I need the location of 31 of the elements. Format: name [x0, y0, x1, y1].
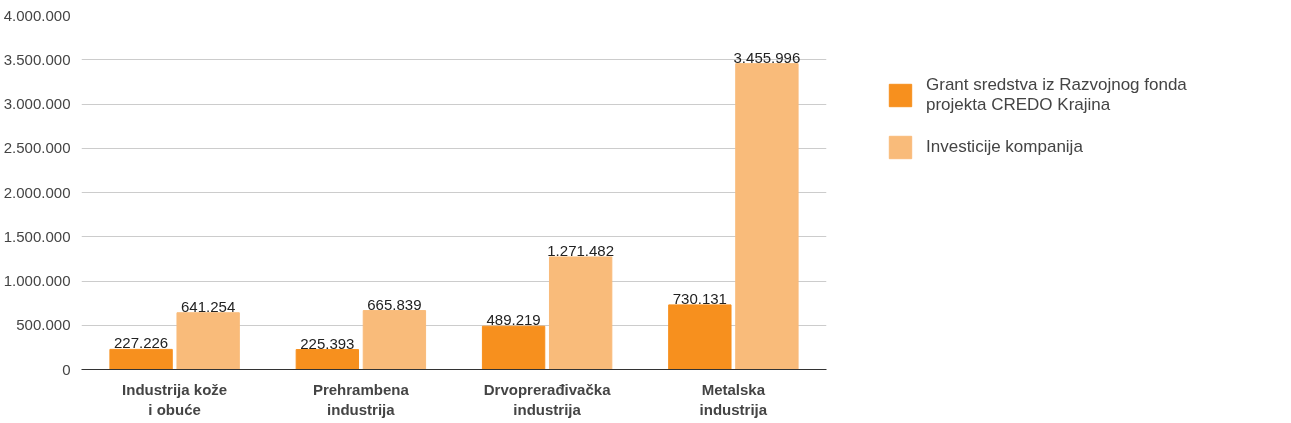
x-tick-label: Metalska industrija — [699, 380, 768, 418]
x-tick-label: Prehrambena industrija — [312, 380, 410, 418]
y-tick-label: 500.000 — [16, 316, 71, 334]
y-tick-label: 1.500.000 — [3, 227, 71, 245]
x-tick-label: Drvoprerađivačka industrija — [483, 380, 612, 418]
y-tick-label: 3.000.000 — [3, 95, 71, 112]
x-tick-label: Industrija kože i obuće — [122, 380, 228, 418]
y-tick-label: 3.500.000 — [3, 50, 71, 68]
bar — [668, 304, 732, 370]
y-tick-label: 1.000.000 — [3, 272, 71, 289]
bar — [362, 310, 427, 370]
data-label: 665.839 — [367, 295, 422, 313]
legend-label: Grant sredstva iz Razvojnog fonda projekta CREDO Krajina — [926, 75, 1187, 115]
y-tick-label: 2.000.000 — [3, 183, 71, 201]
bar — [548, 256, 613, 370]
y-tick-label: 2.500.000 — [3, 139, 71, 157]
y-tick-label: 0 — [62, 360, 71, 378]
data-label: 730.131 — [672, 289, 727, 307]
data-label: 3.455.996 — [733, 48, 801, 66]
bar — [109, 348, 173, 370]
bar — [735, 63, 799, 370]
data-label: 1.271.482 — [547, 241, 615, 259]
legend-label: Investicije kompanija — [926, 137, 1083, 157]
data-label: 227.226 — [113, 334, 169, 352]
data-label: 489.219 — [486, 311, 541, 329]
data-label: 641.254 — [181, 297, 236, 315]
bar — [295, 349, 360, 370]
bar — [176, 312, 240, 370]
y-tick-label: 4.000.000 — [3, 6, 71, 24]
bar — [481, 325, 546, 370]
data-label: 225.393 — [300, 334, 355, 352]
